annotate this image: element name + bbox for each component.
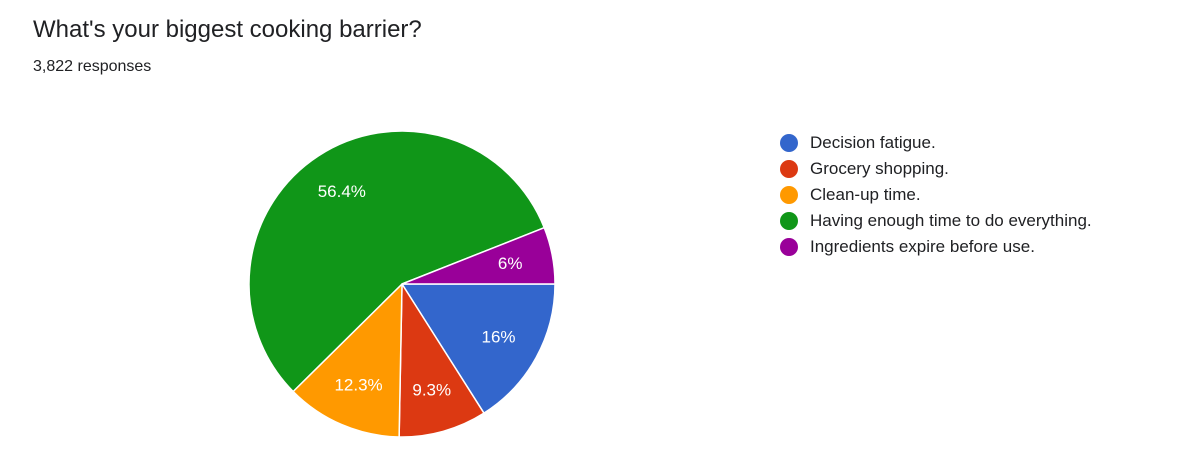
slice-label-having-enough-time-to-do-everything: 56.4% xyxy=(318,182,366,201)
legend-label: Having enough time to do everything. xyxy=(810,211,1092,230)
slice-label-ingredients-expire-before-use: 6% xyxy=(498,254,523,273)
pie-slice-grocery-shopping[interactable] xyxy=(398,283,485,438)
legend-swatch xyxy=(780,212,798,230)
chart-legend: Decision fatigue. Grocery shopping. Clean-… xyxy=(780,130,1092,260)
legend-label: Decision fatigue. xyxy=(810,133,936,152)
legend-swatch xyxy=(780,134,798,152)
slice-label-grocery-shopping: 9.3% xyxy=(412,381,451,400)
legend-item-grocery-shopping[interactable]: Grocery shopping. xyxy=(780,156,1092,182)
legend-item-clean-up-time[interactable]: Clean-up time. xyxy=(780,182,1092,208)
legend-label: Grocery shopping. xyxy=(810,159,949,178)
legend-swatch xyxy=(780,238,798,256)
legend-item-decision-fatigue[interactable]: Decision fatigue. xyxy=(780,130,1092,156)
legend-swatch xyxy=(780,160,798,178)
pie-slice-ingredients-expire-before-use[interactable] xyxy=(401,226,556,285)
response-count: 3,822 responses xyxy=(33,58,152,75)
legend-item-having-enough-time-to-do-everything[interactable]: Having enough time to do everything. xyxy=(780,208,1092,234)
pie-slice-having-enough-time-to-do-everything[interactable] xyxy=(248,130,546,393)
pie-slice-clean-up-time[interactable] xyxy=(292,283,403,438)
legend-label: Ingredients expire before use. xyxy=(810,237,1035,256)
legend-swatch xyxy=(780,186,798,204)
question-title: What's your biggest cooking barrier? xyxy=(33,16,422,43)
pie-slice-decision-fatigue[interactable] xyxy=(401,283,556,414)
slice-label-decision-fatigue: 16% xyxy=(482,328,516,347)
legend-label: Clean-up time. xyxy=(810,185,921,204)
slice-label-clean-up-time: 12.3% xyxy=(334,376,382,395)
legend-item-ingredients-expire-before-use[interactable]: Ingredients expire before use. xyxy=(780,234,1092,260)
